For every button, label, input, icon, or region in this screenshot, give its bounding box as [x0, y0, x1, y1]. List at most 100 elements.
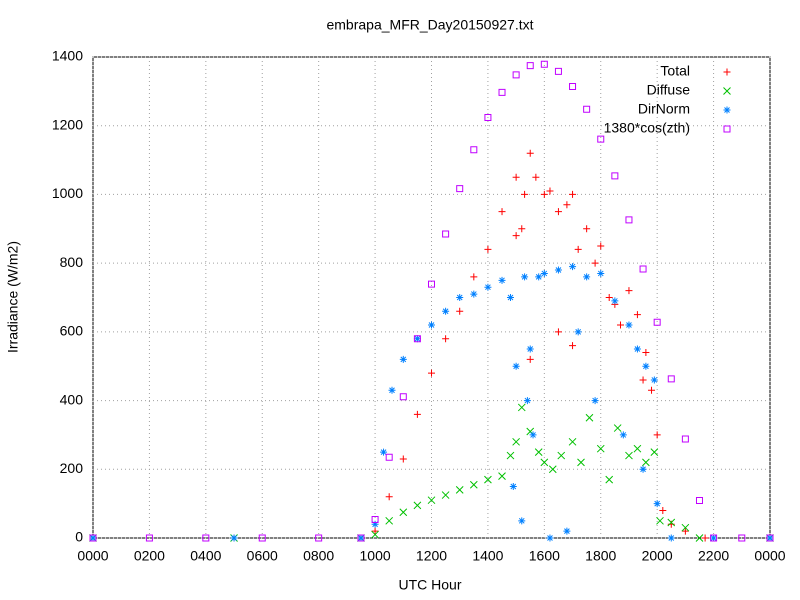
point [554, 67, 562, 75]
point [470, 273, 478, 281]
point [512, 232, 520, 240]
point [371, 520, 379, 528]
point [639, 465, 647, 473]
point [456, 185, 464, 193]
legend-label: 1380*cos(zth) [604, 120, 690, 136]
point [611, 172, 619, 180]
point [470, 146, 478, 154]
x-tick-label: 0000 [754, 548, 785, 564]
y-tick-label: 400 [60, 391, 84, 407]
point [145, 534, 153, 542]
point [413, 335, 421, 343]
x-tick-label: 0400 [190, 548, 221, 564]
point [667, 518, 676, 527]
point [625, 216, 633, 224]
point [574, 328, 582, 336]
point [648, 386, 656, 394]
point [659, 507, 667, 515]
point [568, 437, 577, 446]
point [667, 534, 675, 542]
y-tick-label: 1400 [52, 48, 83, 64]
point [639, 265, 647, 273]
point [456, 307, 464, 315]
point [695, 534, 704, 542]
point [591, 259, 599, 267]
point [642, 348, 650, 356]
point [681, 523, 690, 532]
y-tick-label: 200 [60, 460, 84, 476]
point [413, 410, 421, 418]
point [605, 475, 614, 484]
point [399, 355, 407, 363]
point [526, 345, 534, 353]
point [569, 83, 577, 91]
point [385, 453, 393, 461]
point [540, 458, 549, 467]
point [521, 273, 529, 281]
point [399, 508, 408, 517]
point [597, 269, 605, 277]
x-axis-label: UTC Hour [398, 577, 461, 593]
point [388, 386, 396, 394]
point [202, 534, 210, 542]
point [526, 355, 534, 363]
point [585, 413, 594, 422]
point [546, 534, 554, 542]
x-tick-label: 0800 [303, 548, 334, 564]
point [498, 472, 506, 481]
point [546, 187, 554, 195]
point [512, 362, 520, 370]
y-tick-label: 1000 [52, 185, 83, 201]
point [498, 88, 506, 96]
point [230, 534, 238, 542]
point [766, 534, 774, 542]
point [554, 208, 562, 216]
point [428, 280, 435, 288]
point [619, 431, 627, 439]
point [357, 534, 365, 542]
legend-label: Diffuse [647, 82, 691, 98]
point [625, 321, 633, 329]
point [667, 375, 675, 383]
point [591, 397, 599, 405]
legend-symbol [723, 106, 731, 114]
point [441, 491, 450, 499]
point [484, 245, 492, 253]
point [681, 435, 689, 443]
point [371, 530, 379, 539]
point [532, 173, 540, 181]
point [413, 335, 421, 343]
point [442, 230, 450, 238]
y-tick-label: 800 [60, 254, 84, 270]
point [540, 190, 548, 198]
point [484, 283, 492, 291]
point [357, 534, 365, 542]
point [506, 294, 514, 301]
point [498, 208, 506, 216]
point [642, 362, 650, 370]
point [616, 321, 624, 329]
x-tick-label: 0200 [134, 548, 165, 564]
point [315, 534, 323, 542]
point [625, 287, 633, 295]
point [701, 534, 709, 542]
point [574, 245, 582, 253]
point [534, 448, 543, 456]
x-tick-label: 2200 [698, 548, 729, 564]
point [512, 437, 520, 446]
point [633, 311, 641, 319]
point [710, 534, 718, 542]
x-tick-label: 1000 [360, 548, 391, 564]
point [563, 527, 571, 535]
point [667, 520, 675, 528]
x-tick-label: 2000 [642, 548, 673, 564]
x-tick-label: 1200 [416, 548, 447, 564]
point [526, 62, 534, 70]
point [506, 451, 515, 460]
point [89, 534, 97, 542]
point [563, 201, 571, 209]
point [710, 534, 718, 542]
point [518, 225, 526, 233]
point [484, 113, 492, 121]
point [656, 516, 664, 525]
